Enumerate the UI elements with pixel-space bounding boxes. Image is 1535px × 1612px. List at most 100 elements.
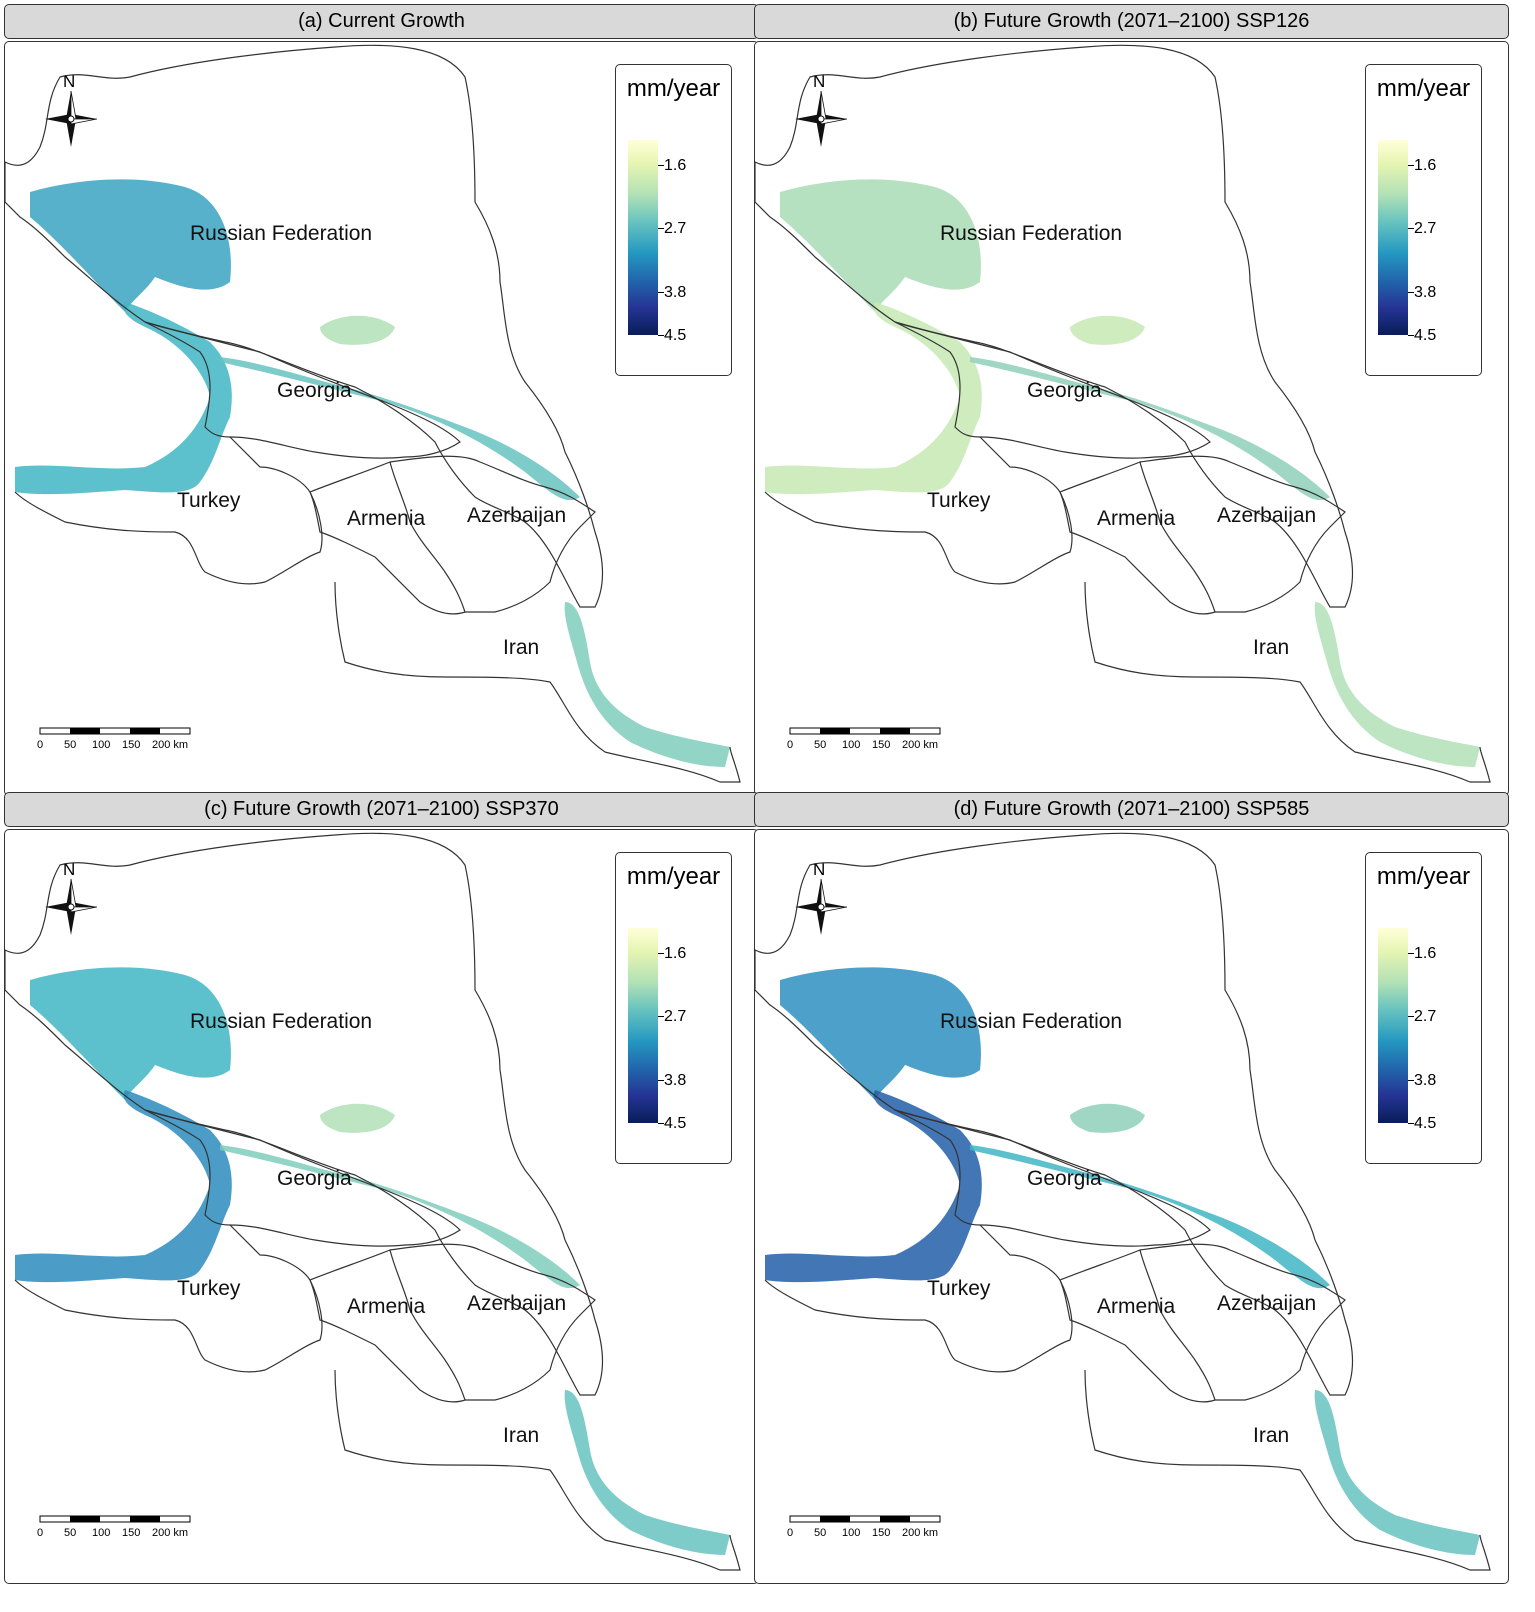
scale-label-100: 100 (842, 1527, 860, 1539)
map-panel-b: (b) Future Growth (2071–2100) SSP126 R (754, 4, 1509, 796)
legend-colorbar (628, 928, 658, 1123)
growth-raster (765, 179, 1480, 767)
legend-tick (658, 1123, 664, 1124)
map-canvas: Russian Federation Georgia Turkey Armeni… (755, 832, 1491, 1571)
legend-label-2-7: 2.7 (1414, 1008, 1437, 1025)
legend-tick (658, 1016, 664, 1017)
raster-iran-strip (564, 1390, 730, 1555)
country-borders (5, 832, 741, 1571)
scale-label-0: 0 (787, 739, 793, 751)
legend-label-4-5: 4.5 (664, 327, 687, 344)
legend-tick (658, 953, 664, 954)
label-georgia: Georgia (1027, 1167, 1102, 1190)
scale-label-200: 200 km (152, 1527, 188, 1539)
north-arrow-icon: N (795, 72, 848, 147)
label-azerbaijan: Azerbaijan (1217, 1292, 1316, 1315)
raster-small-patch (1070, 315, 1145, 345)
russia-border (755, 44, 1354, 608)
raster-georgia-east (970, 357, 1330, 501)
scale-bar: 0 50 100 150 200 km (37, 1515, 191, 1539)
label-georgia: Georgia (1027, 379, 1102, 402)
country-borders (755, 832, 1491, 1571)
scale-label-150: 150 (122, 1527, 140, 1539)
label-armenia: Armenia (347, 507, 426, 530)
growth-raster (15, 179, 730, 767)
scale-bar: 0 50 100 150 200 km (787, 727, 941, 751)
map-frame: Russian Federation Georgia Turkey Armeni… (4, 829, 759, 1584)
legend-tick (658, 1080, 664, 1081)
label-armenia: Armenia (1097, 1295, 1176, 1318)
azerbaijan-border (389, 1243, 596, 1401)
label-iran: Iran (1253, 1424, 1289, 1447)
raster-russia-west (30, 179, 231, 312)
legend-tick (1408, 335, 1414, 336)
iran-border (334, 581, 741, 783)
label-iran: Iran (503, 636, 539, 659)
legend-tick (658, 165, 664, 166)
north-arrow-icon: N (45, 72, 98, 147)
raster-small-patch (1070, 1103, 1145, 1133)
label-turkey: Turkey (927, 1277, 991, 1300)
scale-label-0: 0 (37, 1527, 43, 1539)
legend-title: mm/year (626, 75, 721, 102)
armenia-border (1059, 1249, 1216, 1403)
scale-bar: 0 50 100 150 200 km (787, 1515, 941, 1539)
country-borders (5, 44, 741, 783)
map-frame: Russian Federation Georgia Turkey Armeni… (754, 41, 1509, 796)
label-azerbaijan: Azerbaijan (1217, 504, 1316, 527)
legend-label-4-5: 4.5 (664, 1115, 687, 1132)
label-turkey: Turkey (177, 1277, 241, 1300)
raster-small-patch (320, 1103, 395, 1133)
growth-raster (15, 967, 730, 1555)
scale-label-100: 100 (92, 739, 110, 751)
label-armenia: Armenia (347, 1295, 426, 1318)
map-panel-d: (d) Future Growth (2071–2100) SSP585 R (754, 792, 1509, 1584)
georgia-border (144, 321, 461, 459)
scale-label-150: 150 (872, 739, 890, 751)
map-canvas: Russian Federation Georgia Turkey Armeni… (5, 832, 741, 1571)
legend-label-3-8: 3.8 (664, 284, 687, 301)
scale-label-100: 100 (842, 739, 860, 751)
raster-georgia-east (220, 357, 580, 501)
north-label: N (813, 860, 825, 879)
raster-russia-west (30, 967, 231, 1100)
legend-tick (1408, 1080, 1414, 1081)
panel-title: (b) Future Growth (2071–2100) SSP126 (754, 4, 1509, 39)
legend-label-2-7: 2.7 (664, 1008, 687, 1025)
georgia-border (894, 1109, 1211, 1247)
scale-label-150: 150 (872, 1527, 890, 1539)
legend-tick (1408, 292, 1414, 293)
raster-iran-strip (1314, 602, 1480, 767)
label-iran: Iran (503, 1424, 539, 1447)
scale-label-50: 50 (814, 1527, 826, 1539)
scale-label-0: 0 (37, 739, 43, 751)
legend-title: mm/year (626, 863, 721, 890)
legend-tick (658, 292, 664, 293)
scale-label-50: 50 (814, 739, 826, 751)
panel-title: (a) Current Growth (4, 4, 759, 39)
georgia-border (144, 1109, 461, 1247)
label-turkey: Turkey (177, 489, 241, 512)
legend-label-2-7: 2.7 (1414, 220, 1437, 237)
legend-label-1-6: 1.6 (664, 945, 687, 962)
raster-coast-strip (15, 302, 232, 495)
raster-iran-strip (564, 602, 730, 767)
scale-label-100: 100 (92, 1527, 110, 1539)
russia-border (5, 44, 604, 608)
north-label: N (813, 72, 825, 91)
label-russian-federation: Russian Federation (940, 222, 1122, 245)
scale-bar: 0 50 100 150 200 km (37, 727, 191, 751)
legend-tick (1408, 228, 1414, 229)
raster-small-patch (320, 315, 395, 345)
scale-label-200: 200 km (902, 739, 938, 751)
legend: mm/year 1.6 2.7 3.8 4.5 (1365, 852, 1482, 1164)
russia-border (755, 832, 1354, 1396)
scale-label-50: 50 (64, 1527, 76, 1539)
legend-label-1-6: 1.6 (1414, 945, 1437, 962)
legend-tick (658, 228, 664, 229)
azerbaijan-border (1139, 1243, 1346, 1401)
azerbaijan-border (389, 455, 596, 613)
legend-label-3-8: 3.8 (664, 1072, 687, 1089)
label-russian-federation: Russian Federation (940, 1010, 1122, 1033)
raster-georgia-east (970, 1145, 1330, 1289)
